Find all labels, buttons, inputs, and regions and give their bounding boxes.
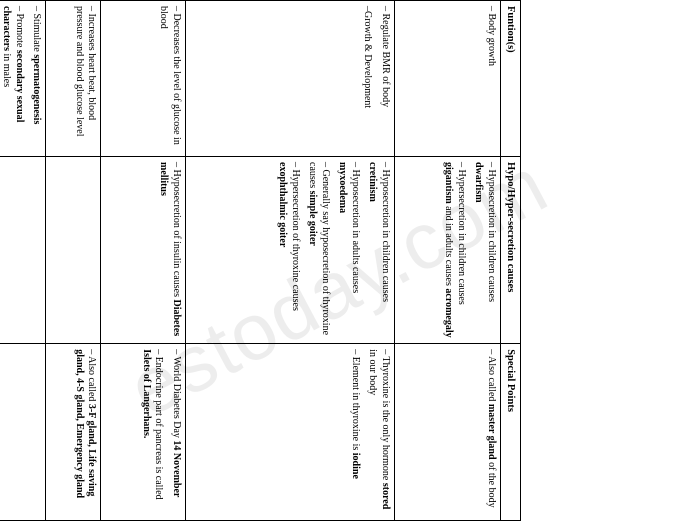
functions-cell: – Stimulate spermatogenesis – Promote sec… [0, 1, 46, 157]
points-cell: – Also called master gland of the body [394, 344, 500, 521]
causes-item: – Generally say hyposecretion of thyroxi… [306, 162, 331, 338]
causes-cell: – Hyposecretion of insulin causes Diabet… [101, 157, 186, 344]
functions-item: – Regulate BMR of body [378, 6, 391, 151]
points-cell: – World Diabetes Day 14 November – Endocr… [101, 344, 186, 521]
functions-item: – Promote secondary sexual characters in… [0, 6, 25, 151]
points-item: – Endocrine part of pancreas is called I… [139, 349, 164, 515]
functions-item: –Growth & Development [361, 6, 374, 151]
functions-item: – Body growth [484, 6, 497, 151]
points-item: – Also called 3-F gland, Life saving gla… [72, 349, 97, 515]
points-item: – Thyroxine is the only hormone stored i… [366, 349, 391, 515]
table-row: – Body growth – Hyposecretion in children… [394, 1, 500, 521]
points-cell [0, 344, 46, 521]
functions-cell: – Regulate BMR of body –Growth & Developm… [185, 1, 394, 157]
causes-item: – Hyposecretion of insulin causes Diabet… [157, 162, 182, 338]
header-functions: Funtion(s) [500, 1, 520, 157]
causes-cell: – Hyposecretion in children causes dwarf… [394, 157, 500, 344]
header-row: Funtion(s) Hypo/Hyper-secretion causes S… [500, 1, 520, 521]
points-item: – Also called master gland of the body [484, 349, 497, 515]
header-causes: Hypo/Hyper-secretion causes [500, 157, 520, 344]
header-points: Special Points [500, 344, 520, 521]
functions-cell: – Increases heart beat, blood pressure a… [46, 1, 101, 157]
functions-cell: – Body growth [394, 1, 500, 157]
points-item: – World Diabetes Day 14 November [169, 349, 182, 515]
causes-cell: – Hyposecretion in children causes creti… [185, 157, 394, 344]
points-item: – Element in thyroxine is iodine [348, 349, 361, 515]
causes-cell [0, 157, 46, 344]
table-row: – Regulate BMR of body –Growth & Developm… [185, 1, 394, 521]
points-cell: – Thyroxine is the only hormone stored i… [185, 344, 394, 521]
causes-item: – Hypersecretion in children causes giga… [442, 162, 467, 338]
causes-item: – Hyposecretion in children causes dwarf… [472, 162, 497, 338]
table-row: – Decreases the level of glucose in bloo… [101, 1, 186, 521]
causes-item: – Hyposecretion in children causes creti… [366, 162, 391, 338]
endocrine-table: Funtion(s) Hypo/Hyper-secretion causes S… [0, 0, 521, 521]
functions-cell: – Decreases the level of glucose in bloo… [101, 1, 186, 157]
functions-item: – Increases heart beat, blood pressure a… [72, 6, 97, 151]
table-row: – Increases heart beat, blood pressure a… [46, 1, 101, 521]
causes-item: – Hypersecretion of thyroxine causes exo… [276, 162, 301, 338]
causes-item: – Hyposecretion in adults causes myxoede… [336, 162, 361, 338]
table-row: – Stimulate spermatogenesis – Promote sec… [0, 1, 46, 521]
functions-item: – Decreases the level of glucose in bloo… [157, 6, 182, 151]
causes-cell [46, 157, 101, 344]
points-cell: – Also called 3-F gland, Life saving gla… [46, 344, 101, 521]
functions-item: – Stimulate spermatogenesis [30, 6, 43, 151]
